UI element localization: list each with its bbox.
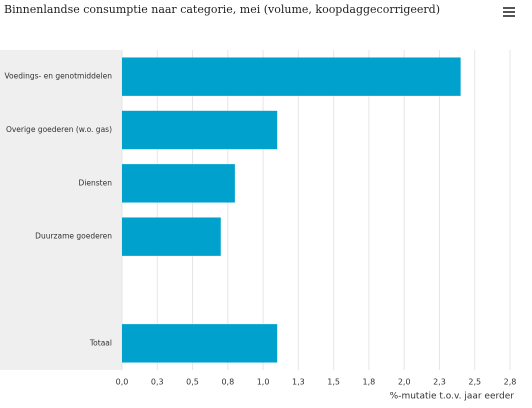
x-tick-label: 1,0 <box>257 378 270 387</box>
x-tick-label: 1,5 <box>327 378 340 387</box>
x-tick-label: 2,3 <box>433 378 446 387</box>
menu-icon-bar <box>503 7 515 9</box>
bar <box>122 164 235 203</box>
bar <box>122 110 278 150</box>
y-tick-label: Voedings- en genotmiddelen <box>5 72 113 81</box>
x-tick-label: 1,8 <box>363 378 376 387</box>
menu-button[interactable] <box>503 7 515 17</box>
x-tick-label: 2,0 <box>398 378 411 387</box>
bar <box>122 57 461 96</box>
menu-icon-bar <box>503 11 515 13</box>
x-tick-label: 2,8 <box>504 378 517 387</box>
y-tick-label: Duurzame goederen <box>35 232 112 241</box>
menu-icon-bar <box>503 15 515 17</box>
x-tick-label: 0,3 <box>151 378 164 387</box>
bar <box>122 324 278 363</box>
y-tick-label: Diensten <box>79 178 113 187</box>
y-tick-label: Totaal <box>89 338 112 347</box>
x-tick-label: 0,0 <box>116 378 129 387</box>
chart-title: Binnenlandse consumptie naar categorie, … <box>4 3 440 16</box>
bar <box>122 217 221 256</box>
x-tick-label: 2,5 <box>468 378 481 387</box>
y-tick-label: Overige goederen (w.o. gas) <box>6 125 112 134</box>
x-axis-title: %-mutatie t.o.v. jaar eerder <box>390 392 515 402</box>
x-tick-label: 1,3 <box>292 378 305 387</box>
x-tick-label: 0,5 <box>186 378 199 387</box>
x-tick-label: 0,8 <box>221 378 234 387</box>
category-band <box>0 50 122 370</box>
